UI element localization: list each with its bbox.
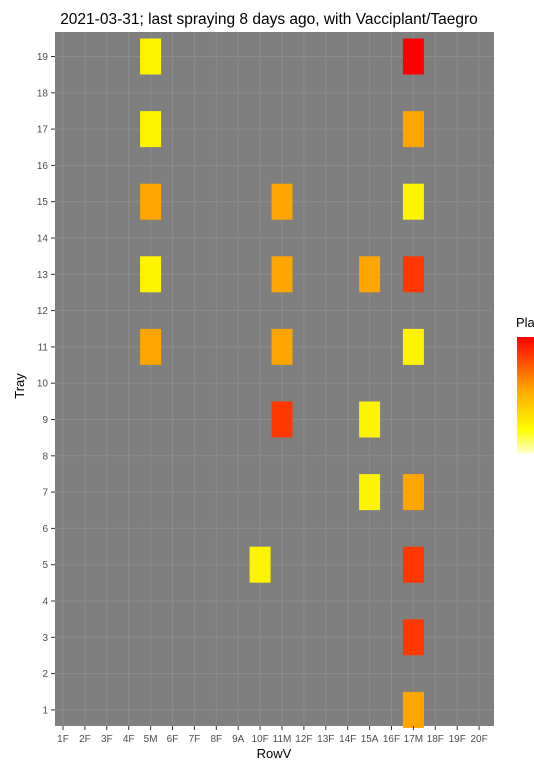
x-tick-label: 6F xyxy=(167,734,179,745)
heatmap-cell xyxy=(402,111,424,148)
heatmap-cell xyxy=(402,38,424,75)
heatmap-cell xyxy=(271,328,293,365)
y-tick-label: 16 xyxy=(37,161,49,172)
y-tick-label: 12 xyxy=(37,306,49,317)
y-tick-label: 13 xyxy=(37,270,49,281)
heatmap-cell xyxy=(140,328,162,365)
x-tick-label: 4F xyxy=(123,734,135,745)
x-tick-label: 8F xyxy=(210,734,222,745)
heatmap-cell xyxy=(402,328,424,365)
y-tick-label: 8 xyxy=(42,451,48,462)
y-tick-label: 7 xyxy=(42,488,48,499)
y-tick-label: 1 xyxy=(42,705,48,716)
legend-color-bar xyxy=(517,337,534,453)
y-tick-label: 14 xyxy=(37,234,49,245)
heatmap-cell xyxy=(140,183,162,220)
x-tick-label: 20F xyxy=(470,734,487,745)
color-legend: Pla xyxy=(516,315,534,453)
x-tick-label: 15A xyxy=(361,734,379,745)
y-tick-label: 2 xyxy=(42,669,48,680)
x-tick-label: 17M xyxy=(404,734,423,745)
heatmap-cell xyxy=(402,546,424,583)
y-tick-label: 5 xyxy=(42,560,48,571)
heatmap-cell xyxy=(402,474,424,511)
chart-title: 2021-03-31; last spraying 8 days ago, wi… xyxy=(60,11,478,28)
heatmap-cell xyxy=(140,256,162,293)
x-tick-label: 5M xyxy=(144,734,158,745)
heatmap-cell xyxy=(271,183,293,220)
x-tick-label: 16F xyxy=(383,734,400,745)
y-tick-label: 3 xyxy=(42,633,48,644)
heatmap-cell xyxy=(271,256,293,293)
y-tick-label: 15 xyxy=(37,197,49,208)
y-tick-label: 4 xyxy=(42,597,48,608)
y-tick-label: 18 xyxy=(37,88,49,99)
x-tick-label: 1F xyxy=(57,734,69,745)
y-tick-label: 19 xyxy=(37,52,49,63)
x-tick-label: 2F xyxy=(79,734,91,745)
x-tick-label: 7F xyxy=(189,734,201,745)
heatmap-cell xyxy=(140,38,162,75)
x-tick-label: 11M xyxy=(273,734,292,745)
heatmap-cell xyxy=(271,401,293,438)
y-tick-label: 9 xyxy=(42,415,48,426)
heatmap-cell xyxy=(359,474,381,511)
heatmap-cell xyxy=(359,256,381,293)
x-tick-label: 13F xyxy=(317,734,334,745)
y-tick-label: 10 xyxy=(37,379,49,390)
x-tick-label: 18F xyxy=(427,734,444,745)
x-tick-label: 12F xyxy=(295,734,312,745)
y-axis-title: Tray xyxy=(12,373,27,399)
x-tick-label: 3F xyxy=(101,734,113,745)
plot-panel xyxy=(55,32,494,726)
heatmap-cell xyxy=(402,256,424,293)
y-tick-label: 6 xyxy=(42,524,48,535)
heatmap-cell xyxy=(249,546,271,583)
y-tick-label: 17 xyxy=(37,125,49,136)
heatmap-cell xyxy=(402,619,424,656)
x-tick-label: 10F xyxy=(251,734,268,745)
heatmap-cell xyxy=(402,183,424,220)
x-axis-ticks: 1F 2F 3F 4F 5M 6F 7F 8F 9A 10F 11M 12F 13F 14F 15A 16F 1… xyxy=(57,726,488,745)
x-tick-label: 19F xyxy=(449,734,466,745)
x-axis-title: RowV xyxy=(257,746,292,761)
heatmap-cell xyxy=(140,111,162,148)
x-tick-label: 14F xyxy=(339,734,356,745)
legend-title: Pla xyxy=(516,315,534,330)
heatmap-cell xyxy=(402,691,424,728)
heatmap-cells xyxy=(140,38,424,728)
heatmap-cell xyxy=(359,401,381,438)
y-tick-label: 11 xyxy=(38,342,49,353)
x-tick-label: 9A xyxy=(232,734,245,745)
